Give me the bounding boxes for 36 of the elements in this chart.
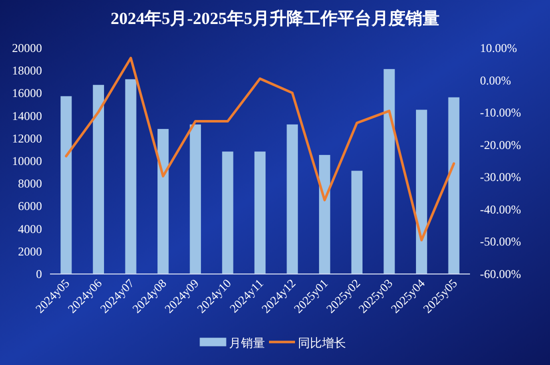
y2-tick-label: -20.00% [480,138,521,152]
bar [190,124,201,274]
bar [158,128,169,274]
y-tick-label: 12000 [12,131,42,146]
y2-tick-label: -60.00% [480,267,521,281]
bar [60,96,72,274]
bar [384,69,395,274]
bar [319,154,330,274]
y2-tick-label: 0.00% [480,73,511,88]
legend-label: 月销量 [229,336,265,350]
y2-tick-label: -30.00% [480,170,521,184]
y-tick-label: 0 [36,267,42,281]
y2-tick-label: -40.00% [480,202,521,216]
y-tick-label: 2000 [18,244,42,258]
bar [125,79,136,274]
legend-label: 同比增长 [298,336,346,350]
y2-tick-label: 10.00% [480,41,517,55]
y2-tick-label: -10.00% [480,106,521,120]
bar [351,170,362,274]
y-tick-label: 8000 [18,176,42,191]
bar [92,84,104,274]
y2-tick-label: -50.00% [480,234,521,249]
bar [448,97,460,274]
y-tick-label: 6000 [18,199,42,214]
bar [222,152,234,274]
bar [254,152,266,274]
chart-title: 2024年5月-2025年5月升降工作平台月度销量 [110,9,440,28]
y-tick-label: 4000 [18,222,42,236]
y-tick-label: 14000 [12,108,42,123]
y-tick-label: 20000 [12,41,42,55]
line-series [64,56,456,242]
y-tick-label: 10000 [12,154,42,168]
y-tick-label: 18000 [12,64,42,78]
y-tick-label: 16000 [12,86,42,100]
bar [286,124,298,274]
bar [416,110,428,274]
